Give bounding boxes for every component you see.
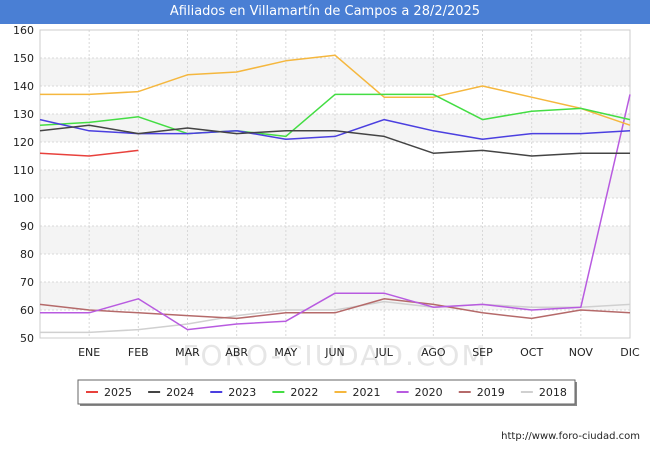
legend-label-2018: 2018: [539, 386, 567, 399]
y-axis: 50 60 70 80 90 100 110 120 130 140 150 160: [13, 24, 34, 345]
y-tick-label: 90: [20, 220, 34, 233]
watermark: FORO-CIUDAD.COM: [182, 339, 487, 372]
grid-lines: [39, 29, 631, 339]
x-tick-label: ABR: [225, 346, 248, 359]
y-tick-label: 120: [13, 136, 34, 149]
x-axis: ENE FEB MAR ABR MAY JUN JUL AGO SEP OCT NOV DIC: [78, 346, 640, 359]
plot-frame: [39, 29, 631, 339]
legend-box: [77, 379, 576, 405]
legend-label-2022: 2022: [290, 386, 318, 399]
legend-label-2025: 2025: [104, 386, 132, 399]
legend-label-2024: 2024: [166, 386, 194, 399]
x-tick-label: DIC: [620, 346, 640, 359]
x-tick-label: NOV: [569, 346, 594, 359]
x-tick-label: MAY: [274, 346, 297, 359]
series-line-2025: [39, 149, 139, 157]
y-tick-label: 50: [20, 332, 34, 345]
series-line-2018: [40, 300, 631, 334]
series-line-2022: [39, 93, 631, 138]
y-tick-label: 160: [13, 24, 34, 37]
source-link[interactable]: http://www.foro-ciudad.com: [501, 431, 640, 442]
x-tick-label: OCT: [520, 346, 543, 359]
legend-label-2021: 2021: [353, 386, 381, 399]
x-tick-label: FEB: [128, 346, 149, 359]
y-tick-label: 140: [13, 80, 34, 93]
y-tick-label: 60: [20, 304, 34, 317]
y-tick-label: 130: [13, 108, 34, 121]
y-tick-label: 80: [20, 248, 34, 261]
x-tick-label: AGO: [421, 346, 446, 359]
series-line-2024: [39, 124, 630, 157]
series-line-2020: [40, 94, 631, 331]
x-tick-label: MAR: [175, 346, 200, 359]
legend-label-2019: 2019: [477, 386, 505, 399]
y-tick-label: 70: [20, 276, 34, 289]
x-tick-label: ENE: [78, 346, 100, 359]
y-tick-label: 100: [13, 192, 34, 205]
chart-title: Afiliados en Villamartín de Campos a 28/…: [0, 0, 650, 24]
series-lines: [39, 54, 631, 334]
legend-label-2023: 2023: [228, 386, 256, 399]
series-line-2021: [40, 54, 631, 126]
y-tick-label: 110: [13, 164, 34, 177]
series-line-2019: [39, 298, 631, 320]
y-tick-label: 150: [13, 52, 34, 65]
legend-label-2020: 2020: [415, 386, 443, 399]
legend: 2025 2024 2023 2022 2021 2020 2019 2018: [77, 379, 577, 406]
x-tick-label: JUL: [374, 346, 393, 359]
x-tick-label: JUN: [324, 346, 345, 359]
x-tick-label: SEP: [472, 346, 493, 359]
